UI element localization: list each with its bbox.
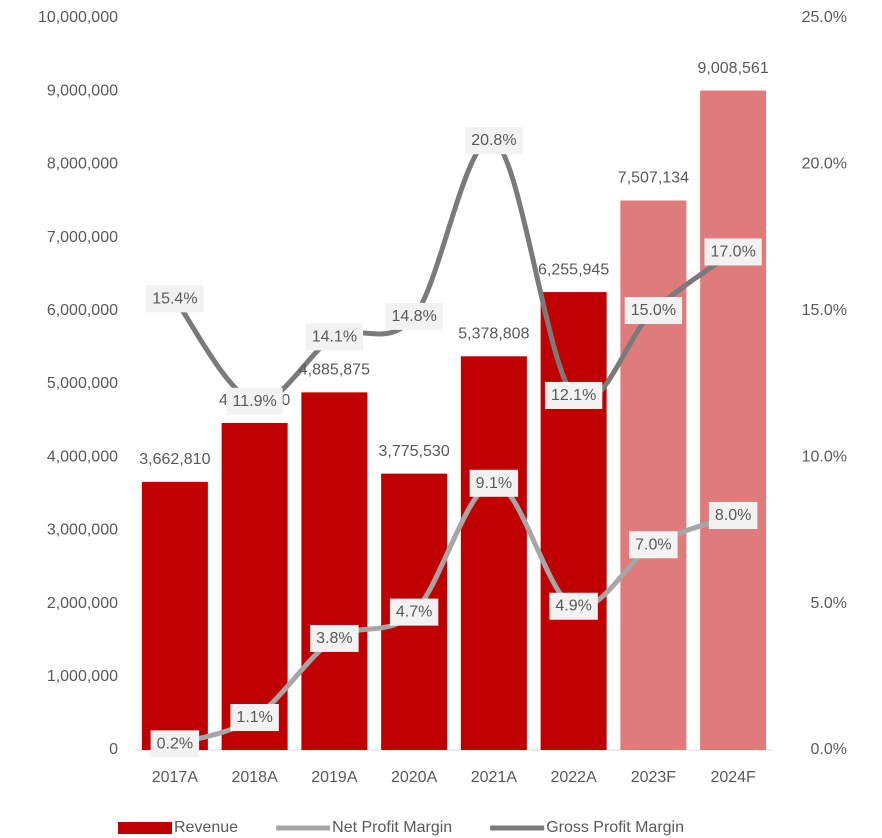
y-tick-label: 10,000,000 [38,9,118,26]
data-label: 4.7% [389,598,439,626]
data-label: 15.4% [146,285,204,313]
legend-label: Revenue [174,819,238,836]
x-tick-label: 2023F [631,769,677,786]
x-tick-label: 2024F [710,769,756,786]
x-tick-label: 2019A [311,769,358,786]
bar-label: 6,255,945 [538,261,609,278]
data-label-box [146,285,204,313]
data-label-text: 8.0% [715,507,751,524]
y-tick-label: 9,000,000 [47,82,118,99]
data-label-box [150,730,200,758]
bar [620,200,687,751]
data-label-box [230,704,279,732]
data-label-box [465,127,523,155]
y2-tick-label: 10.0% [802,448,847,465]
data-label-box [305,323,364,351]
y2-tick-label: 5.0% [811,595,847,612]
y-tick-label: 6,000,000 [47,302,118,319]
data-label-text: 4.9% [555,598,591,615]
x-tick-label: 2020A [391,769,438,786]
data-label-text: 15.4% [152,290,197,307]
x-tick-label: 2022A [550,769,597,786]
data-label-text: 3.8% [316,630,352,647]
data-label-text: 9.1% [476,475,512,492]
data-label: 0.2% [150,730,200,758]
y-tick-label: 7,000,000 [47,229,118,246]
y-tick-label: 5,000,000 [47,375,118,392]
y2-tick-label: 0.0% [811,741,847,758]
data-label-text: 1.1% [236,709,272,726]
data-label: 8.0% [708,501,758,529]
data-label-box [310,624,359,652]
data-label-text: 12.1% [551,387,596,404]
bar-label: 9,008,561 [698,60,769,77]
data-label-text: 15.0% [631,302,676,319]
legend-label: Net Profit Margin [332,819,452,836]
y-tick-label: 8,000,000 [47,156,118,173]
data-label-box [549,592,598,620]
data-label-text: 20.8% [471,132,516,149]
data-label-text: 14.1% [312,328,357,345]
bar [301,392,368,750]
y2-tick-label: 15.0% [802,302,847,319]
data-label: 12.1% [544,381,603,409]
data-label-box [385,302,443,330]
data-label-text: 0.2% [157,735,193,752]
data-label: 15.0% [624,297,683,325]
data-label: 4.9% [549,592,598,620]
data-label: 11.9% [226,387,283,415]
y-tick-label: 4,000,000 [47,448,118,465]
legend-label: Gross Profit Margin [546,819,684,836]
data-label: 3.8% [310,624,359,652]
data-label-box [226,387,283,415]
data-label-box [624,297,683,325]
y2-tick-label: 25.0% [802,9,847,26]
data-label: 9.1% [469,469,519,497]
y2-tick-label: 20.0% [802,156,847,173]
y-tick-label: 3,000,000 [47,522,118,539]
data-label: 7.0% [629,531,678,559]
legend-swatch [118,822,172,834]
bar [540,292,607,750]
data-label: 14.1% [305,323,364,351]
data-label-text: 14.8% [391,308,436,325]
x-tick-label: 2017A [152,769,199,786]
data-label-text: 4.7% [396,604,432,621]
data-label-box [469,469,519,497]
bar-label: 7,507,134 [618,170,689,187]
data-label: 20.8% [465,127,523,155]
bar-label: 3,775,530 [379,443,450,460]
data-label-box [704,238,762,266]
bar [700,90,767,750]
data-label-text: 17.0% [710,243,755,260]
bar-label: 4,885,875 [299,362,370,379]
data-label-box [544,381,603,409]
bar-label: 3,662,810 [139,451,210,468]
bar-label: 5,378,808 [458,325,529,342]
bar [460,356,527,750]
x-tick-label: 2018A [231,769,278,786]
data-label-box [389,598,439,626]
bar [221,422,288,750]
x-tick-label: 2021A [471,769,518,786]
bar [141,481,208,750]
data-label: 14.8% [385,302,443,330]
data-label-box [708,501,758,529]
data-label-box [629,531,678,559]
data-label-text: 11.9% [233,393,277,410]
data-label: 17.0% [704,238,762,266]
line [172,481,736,747]
y-tick-label: 2,000,000 [47,595,118,612]
y-tick-label: 1,000,000 [47,668,118,685]
y-tick-label: 0 [109,741,118,758]
data-label-text: 7.0% [635,536,671,553]
data-label: 1.1% [230,704,279,732]
